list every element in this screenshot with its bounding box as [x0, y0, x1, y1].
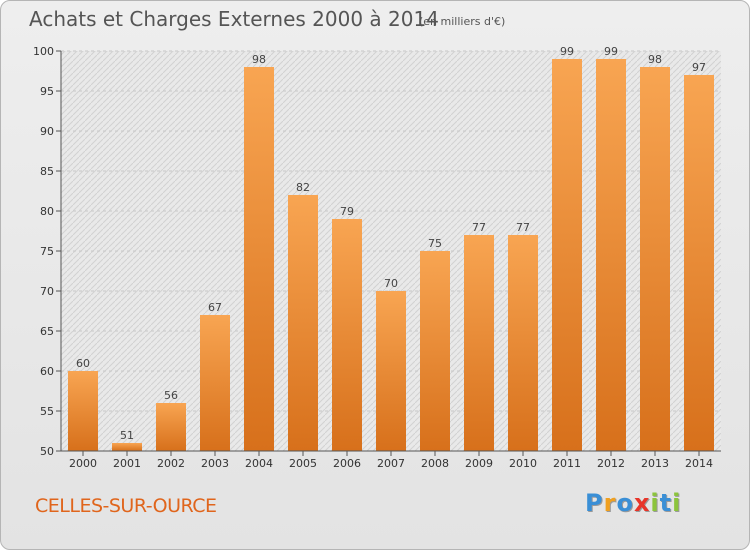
- x-tick-label: 2001: [113, 457, 141, 470]
- y-tick-label: 65: [40, 325, 54, 338]
- bar-2000: [68, 371, 98, 451]
- x-tick-label: 2007: [377, 457, 405, 470]
- bar-value-label: 97: [692, 61, 706, 74]
- bar-value-label: 82: [296, 181, 310, 194]
- y-tick-label: 75: [40, 245, 54, 258]
- x-tick-label: 2006: [333, 457, 361, 470]
- logo-letter: t: [659, 489, 673, 517]
- bar-value-label: 98: [648, 53, 662, 66]
- bar-2013: [640, 67, 670, 451]
- x-tick-label: 2010: [509, 457, 537, 470]
- logo-letter: i: [672, 489, 682, 517]
- x-tick-label: 2011: [553, 457, 581, 470]
- logo-letter: x: [633, 489, 651, 517]
- x-tick-label: 2003: [201, 457, 229, 470]
- x-tick-label: 2012: [597, 457, 625, 470]
- x-tick-label: 2004: [245, 457, 273, 470]
- x-tick-label: 2005: [289, 457, 317, 470]
- bar-value-label: 70: [384, 277, 398, 290]
- y-tick-label: 70: [40, 285, 54, 298]
- y-tick-label: 90: [40, 125, 54, 138]
- bar-value-label: 99: [604, 45, 618, 58]
- bar-value-label: 56: [164, 389, 178, 402]
- y-tick-label: 50: [40, 445, 54, 458]
- bar-2004: [244, 67, 274, 451]
- bar-2011: [552, 59, 582, 451]
- bar-value-label: 51: [120, 429, 134, 442]
- bar-value-label: 99: [560, 45, 574, 58]
- chart-subtitle: (en milliers d'€): [419, 15, 506, 28]
- x-tick-label: 2000: [69, 457, 97, 470]
- bar-value-label: 79: [340, 205, 354, 218]
- bar-2001: [112, 443, 142, 451]
- bar-2012: [596, 59, 626, 451]
- bar-2005: [288, 195, 318, 451]
- logo-letter: r: [603, 489, 617, 517]
- y-tick-label: 85: [40, 165, 54, 178]
- bar-2009: [464, 235, 494, 451]
- bar-2006: [332, 219, 362, 451]
- y-tick-label: 55: [40, 405, 54, 418]
- bar-value-label: 77: [516, 221, 530, 234]
- bar-2003: [200, 315, 230, 451]
- y-tick-label: 95: [40, 85, 54, 98]
- x-tick-label: 2008: [421, 457, 449, 470]
- bar-value-label: 67: [208, 301, 222, 314]
- logo-letter: P: [585, 489, 604, 517]
- x-tick-label: 2009: [465, 457, 493, 470]
- y-tick-label: 100: [33, 45, 54, 58]
- bar-2007: [376, 291, 406, 451]
- bar-2008: [420, 251, 450, 451]
- logo-letter: i: [650, 489, 660, 517]
- chart-title: Achats et Charges Externes 2000 à 2014: [29, 7, 439, 31]
- logo-letter: o: [616, 489, 634, 517]
- y-tick-label: 80: [40, 205, 54, 218]
- bar-2014: [684, 75, 714, 451]
- bar-value-label: 75: [428, 237, 442, 250]
- bar-2002: [156, 403, 186, 451]
- bar-value-label: 98: [252, 53, 266, 66]
- bar-value-label: 77: [472, 221, 486, 234]
- commune-name: CELLES-SUR-OURCE: [35, 495, 217, 517]
- x-tick-label: 2002: [157, 457, 185, 470]
- bar-value-label: 60: [76, 357, 90, 370]
- bar-2010: [508, 235, 538, 451]
- proxiti-logo: Proxiti: [585, 489, 681, 517]
- x-tick-label: 2013: [641, 457, 669, 470]
- y-tick-label: 60: [40, 365, 54, 378]
- x-tick-label: 2014: [685, 457, 713, 470]
